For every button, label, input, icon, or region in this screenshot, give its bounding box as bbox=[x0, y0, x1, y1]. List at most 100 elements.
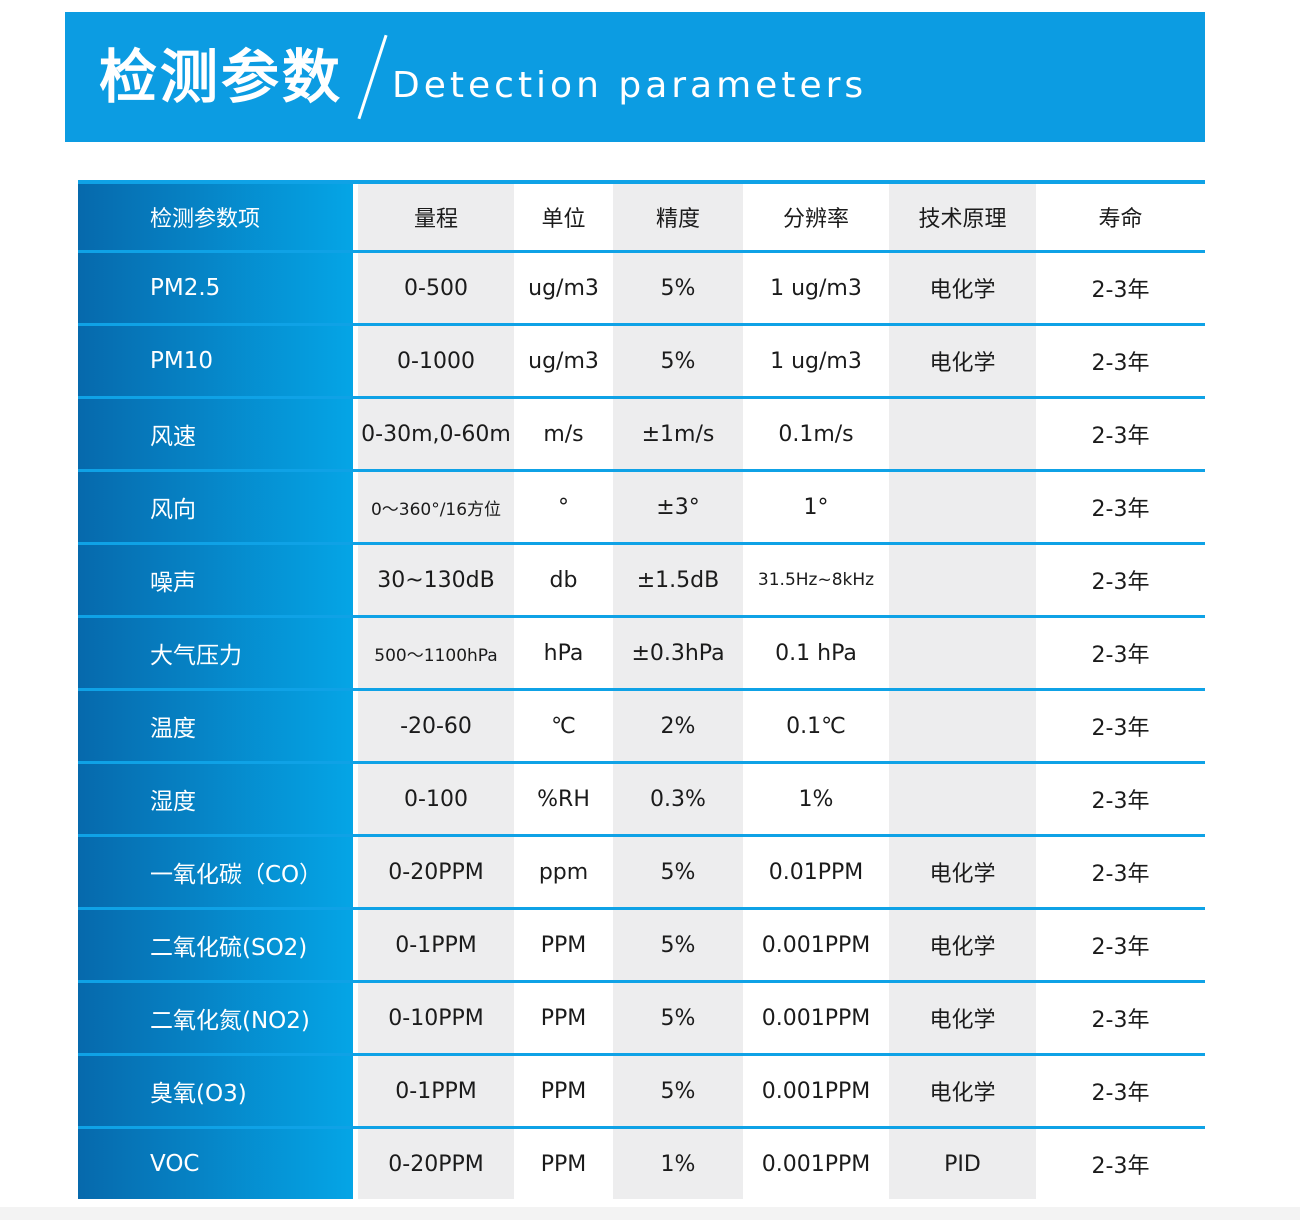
cell-accuracy: 1% bbox=[613, 1129, 743, 1199]
cell-accuracy: 5% bbox=[613, 983, 743, 1053]
table-row: 温度 -20-60 ℃ 2% 0.1℃ 2-3年 bbox=[78, 688, 1205, 761]
cell-range: 0-1PPM bbox=[353, 910, 514, 980]
cell-lifespan: 2-3年 bbox=[1036, 1056, 1205, 1126]
cell-resolution: 0.1℃ bbox=[743, 691, 889, 761]
cell-lifespan: 2-3年 bbox=[1036, 910, 1205, 980]
cell-principle: 电化学 bbox=[889, 326, 1036, 396]
cell-range: 0-500 bbox=[353, 253, 514, 323]
cell-unit: ug/m3 bbox=[514, 253, 613, 323]
table-row: 二氧化氮(NO2) 0-10PPM PPM 5% 0.001PPM 电化学 2-… bbox=[78, 980, 1205, 1053]
column-header-unit: 单位 bbox=[514, 184, 613, 250]
cell-accuracy: ±1.5dB bbox=[613, 545, 743, 615]
cell-unit: PPM bbox=[514, 1056, 613, 1126]
cell-principle: 电化学 bbox=[889, 1056, 1036, 1126]
table-body: PM2.5 0-500 ug/m3 5% 1 ug/m3 电化学 2-3年 PM… bbox=[78, 250, 1205, 1199]
column-header-range: 量程 bbox=[353, 184, 514, 250]
cell-lifespan: 2-3年 bbox=[1036, 399, 1205, 469]
cell-param: 温度 bbox=[78, 691, 353, 761]
table-row: 二氧化硫(SO2) 0-1PPM PPM 5% 0.001PPM 电化学 2-3… bbox=[78, 907, 1205, 980]
cell-lifespan: 2-3年 bbox=[1036, 472, 1205, 542]
cell-resolution: 31.5Hz~8kHz bbox=[743, 545, 889, 615]
cell-principle: 电化学 bbox=[889, 910, 1036, 980]
cell-resolution: 1 ug/m3 bbox=[743, 326, 889, 396]
section-title-en: Detection parameters bbox=[392, 65, 868, 106]
cell-principle bbox=[889, 399, 1036, 469]
cell-lifespan: 2-3年 bbox=[1036, 545, 1205, 615]
cell-unit: ℃ bbox=[514, 691, 613, 761]
cell-accuracy: 5% bbox=[613, 253, 743, 323]
cell-param: 风速 bbox=[78, 399, 353, 469]
table-row: PM10 0-1000 ug/m3 5% 1 ug/m3 电化学 2-3年 bbox=[78, 323, 1205, 396]
cell-range: 0-20PPM bbox=[353, 1129, 514, 1199]
cell-resolution: 1 ug/m3 bbox=[743, 253, 889, 323]
cell-resolution: 0.001PPM bbox=[743, 1056, 889, 1126]
section-title-zh: 检测参数 bbox=[99, 43, 344, 111]
column-header-accuracy: 精度 bbox=[613, 184, 743, 250]
table-row: 风速 0-30m,0-60m m/s ±1m/s 0.1m/s 2-3年 bbox=[78, 396, 1205, 469]
cell-unit: ° bbox=[514, 472, 613, 542]
cell-range: 0-10PPM bbox=[353, 983, 514, 1053]
cell-principle: 电化学 bbox=[889, 983, 1036, 1053]
cell-param: 大气压力 bbox=[78, 618, 353, 688]
cell-resolution: 1% bbox=[743, 764, 889, 834]
page-bottom-strip bbox=[0, 1207, 1300, 1220]
cell-resolution: 0.001PPM bbox=[743, 1129, 889, 1199]
cell-principle bbox=[889, 545, 1036, 615]
cell-param: VOC bbox=[78, 1129, 353, 1199]
cell-accuracy: 5% bbox=[613, 837, 743, 907]
table-row: 臭氧(O3) 0-1PPM PPM 5% 0.001PPM 电化学 2-3年 bbox=[78, 1053, 1205, 1126]
cell-principle: 电化学 bbox=[889, 837, 1036, 907]
table-row: 一氧化碳（CO） 0-20PPM ppm 5% 0.01PPM 电化学 2-3年 bbox=[78, 834, 1205, 907]
cell-lifespan: 2-3年 bbox=[1036, 618, 1205, 688]
cell-principle bbox=[889, 764, 1036, 834]
parameters-table: 检测参数项 量程 单位 精度 分辨率 技术原理 寿命 PM2.5 0-500 u… bbox=[78, 180, 1205, 1199]
cell-accuracy: 5% bbox=[613, 326, 743, 396]
column-header-principle: 技术原理 bbox=[889, 184, 1036, 250]
cell-lifespan: 2-3年 bbox=[1036, 837, 1205, 907]
section-banner: 检测参数 Detection parameters bbox=[65, 12, 1205, 142]
cell-unit: ug/m3 bbox=[514, 326, 613, 396]
cell-param: PM10 bbox=[78, 326, 353, 396]
cell-param: 二氧化硫(SO2) bbox=[78, 910, 353, 980]
cell-param: 风向 bbox=[78, 472, 353, 542]
cell-range: -20-60 bbox=[353, 691, 514, 761]
cell-accuracy: ±3° bbox=[613, 472, 743, 542]
cell-param: 一氧化碳（CO） bbox=[78, 837, 353, 907]
cell-accuracy: 0.3% bbox=[613, 764, 743, 834]
table-row: 湿度 0-100 %RH 0.3% 1% 2-3年 bbox=[78, 761, 1205, 834]
cell-lifespan: 2-3年 bbox=[1036, 326, 1205, 396]
cell-unit: m/s bbox=[514, 399, 613, 469]
cell-range: 0-100 bbox=[353, 764, 514, 834]
cell-range: 30~130dB bbox=[353, 545, 514, 615]
cell-accuracy: ±0.3hPa bbox=[613, 618, 743, 688]
column-header-resolution: 分辨率 bbox=[743, 184, 889, 250]
table-row: PM2.5 0-500 ug/m3 5% 1 ug/m3 电化学 2-3年 bbox=[78, 250, 1205, 323]
slash-divider bbox=[357, 34, 388, 120]
cell-principle bbox=[889, 618, 1036, 688]
table-row: VOC 0-20PPM PPM 1% 0.001PPM PID 2-3年 bbox=[78, 1126, 1205, 1199]
column-header-param: 检测参数项 bbox=[78, 184, 353, 250]
table-row: 噪声 30~130dB db ±1.5dB 31.5Hz~8kHz 2-3年 bbox=[78, 542, 1205, 615]
cell-lifespan: 2-3年 bbox=[1036, 1129, 1205, 1199]
cell-resolution: 1° bbox=[743, 472, 889, 542]
cell-accuracy: 2% bbox=[613, 691, 743, 761]
cell-param: 臭氧(O3) bbox=[78, 1056, 353, 1126]
cell-resolution: 0.001PPM bbox=[743, 983, 889, 1053]
cell-range: 500～1100hPa bbox=[353, 618, 514, 688]
cell-range: 0-1000 bbox=[353, 326, 514, 396]
cell-accuracy: 5% bbox=[613, 910, 743, 980]
cell-unit: hPa bbox=[514, 618, 613, 688]
cell-principle bbox=[889, 472, 1036, 542]
cell-resolution: 0.1 hPa bbox=[743, 618, 889, 688]
cell-unit: PPM bbox=[514, 910, 613, 980]
cell-param: 湿度 bbox=[78, 764, 353, 834]
cell-param: PM2.5 bbox=[78, 253, 353, 323]
table-row: 风向 0～360°/16方位 ° ±3° 1° 2-3年 bbox=[78, 469, 1205, 542]
table-row: 大气压力 500～1100hPa hPa ±0.3hPa 0.1 hPa 2-3… bbox=[78, 615, 1205, 688]
cell-range: 0～360°/16方位 bbox=[353, 472, 514, 542]
cell-lifespan: 2-3年 bbox=[1036, 983, 1205, 1053]
cell-accuracy: 5% bbox=[613, 1056, 743, 1126]
cell-principle: 电化学 bbox=[889, 253, 1036, 323]
cell-unit: PPM bbox=[514, 1129, 613, 1199]
cell-accuracy: ±1m/s bbox=[613, 399, 743, 469]
